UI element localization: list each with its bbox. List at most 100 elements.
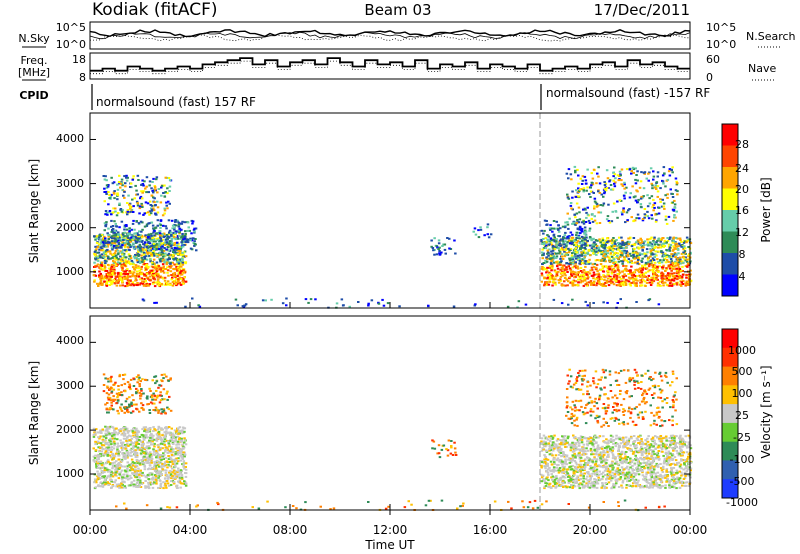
velocity-cell: [104, 443, 108, 446]
power-cell: [653, 256, 656, 259]
velocity-cell: [171, 441, 175, 444]
velocity-cell: [167, 458, 171, 461]
power-cell: [680, 276, 684, 278]
power-cell: [617, 248, 620, 251]
power-cell: [166, 258, 170, 261]
velocity-cell: [137, 475, 140, 478]
power-cell: [94, 238, 97, 241]
power-cell: [135, 189, 138, 192]
velocity-cell: [124, 456, 128, 459]
power-cell: [153, 227, 157, 230]
power-cell: [131, 281, 135, 284]
velocity-cell: [131, 462, 135, 465]
velocity-cell: [124, 486, 127, 489]
velocity-cell: [168, 431, 171, 434]
power-cell: [545, 256, 548, 259]
power-cell: [587, 261, 590, 264]
power-cell: [121, 244, 124, 247]
power-cell: [104, 213, 107, 216]
power-cell: [656, 284, 660, 287]
power-cell: [152, 238, 156, 241]
power-cell: [575, 257, 578, 260]
power-cell: [177, 273, 180, 276]
power-cell: [560, 266, 564, 269]
velocity-cell: [143, 464, 146, 467]
power-cell: [546, 258, 549, 261]
velocity-cell: [157, 464, 160, 466]
power-cell: [115, 225, 119, 228]
power-cell: [124, 246, 127, 249]
power-cell: [621, 254, 624, 257]
power-cell: [669, 280, 673, 283]
power-cell: [126, 210, 129, 213]
power-cell: [652, 253, 655, 256]
power-cell: [140, 183, 143, 186]
power-cell: [126, 235, 129, 238]
power-cell: [95, 237, 99, 240]
power-cell: [574, 253, 577, 255]
power-cell: [102, 244, 106, 247]
power-cell: [131, 282, 134, 285]
noise-series-1: [89, 31, 691, 40]
power-cell: [651, 184, 654, 187]
power-cell: [607, 284, 611, 287]
power-cell: [111, 273, 114, 276]
power-cell: [180, 270, 183, 273]
power-cell: [148, 254, 151, 257]
power-cell: [567, 197, 571, 200]
power-cell: [622, 247, 625, 250]
power-cell: [118, 226, 121, 229]
velocity-cell: [173, 471, 177, 474]
power-cell: [582, 208, 585, 211]
velocity-cell: [177, 473, 181, 476]
power-cell: [583, 242, 587, 245]
power-cell: [183, 239, 186, 242]
power-cell: [179, 247, 182, 250]
power-cell: [156, 280, 160, 283]
power-cell: [611, 188, 615, 191]
power-cell: [182, 269, 185, 272]
velocity-cell: [129, 435, 132, 438]
power-cell: [671, 261, 674, 264]
power-cell: [120, 220, 124, 223]
power-cell: [619, 199, 623, 202]
power-cell: [540, 280, 543, 283]
power-cell: [126, 202, 129, 204]
power-cell: [650, 182, 653, 185]
power-cell: [614, 265, 617, 268]
power-cell: [93, 235, 96, 238]
power-cell: [583, 276, 587, 279]
power-cell: [117, 234, 121, 236]
power-cell: [610, 259, 613, 262]
power-cell: [590, 250, 594, 252]
power-cell: [163, 261, 166, 264]
power-cell: [168, 179, 172, 182]
velocity-cell: [105, 476, 109, 479]
power-cell: [632, 271, 636, 274]
power-cell: [100, 263, 103, 266]
power-cell: [622, 280, 626, 283]
power-cell: [641, 219, 645, 222]
velocity-cell: [157, 425, 160, 428]
power-cell: [633, 282, 636, 285]
power-cell: [633, 219, 637, 222]
power-cell: [155, 270, 159, 273]
velocity-cell: [173, 461, 176, 464]
power-cell: [609, 277, 612, 280]
power-cell: [285, 297, 288, 300]
power-cell: [541, 243, 544, 245]
velocity-cell: [134, 456, 138, 458]
power-cell: [612, 276, 616, 279]
power-cell: [544, 267, 548, 270]
power-cell: [566, 235, 569, 238]
power-cell: [661, 237, 664, 240]
velocity-cell: [130, 477, 133, 479]
power-cell: [548, 275, 552, 278]
power-cell: [602, 259, 606, 262]
power-cell: [571, 241, 574, 244]
velocity-cell: [99, 462, 102, 465]
power-cell: [177, 223, 181, 226]
power-cell: [155, 243, 158, 246]
power-cell: [129, 262, 132, 265]
power-cell: [584, 260, 587, 263]
